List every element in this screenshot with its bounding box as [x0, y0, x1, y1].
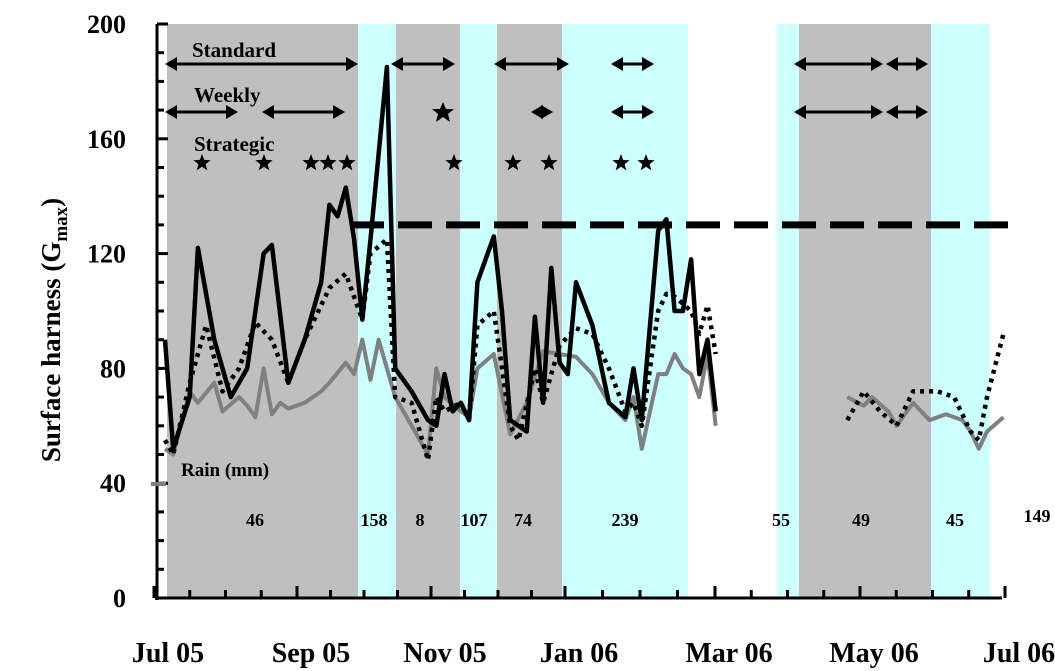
period-arrow-head-right-std3: [642, 57, 654, 71]
y-axis-title: Surface harness (Gmax): [36, 198, 72, 462]
band-cyan-3: [460, 24, 497, 598]
period-arrow-head-right-wk4: [871, 105, 883, 119]
period-arrow-head-left-std4: [794, 57, 806, 71]
rain-total-6: 55: [772, 510, 790, 530]
period-arrow-head-left-wk0: [165, 105, 177, 119]
period-arrow-head-right-wk2: [541, 105, 553, 119]
y-tick-label: 80: [100, 354, 126, 383]
period-arrow-head-left-std0: [165, 57, 177, 71]
rain-total-4: 74: [514, 510, 532, 530]
y-tick-label: 200: [87, 10, 126, 39]
period-arrow-head-left-wk2: [531, 105, 543, 119]
rain-total-0: 46: [246, 510, 264, 530]
period-arrow-head-right-std2: [557, 57, 569, 71]
axes: 0 40 80 120 160 200 Jul 05 Sep 05 Nov 05 Jan 06 Ma…: [36, 10, 1055, 669]
series-lines: [162, 64, 1006, 463]
y-tick-label: 120: [87, 240, 126, 269]
series-solid-black-0: [162, 64, 718, 452]
period-arrow-head-left-std3: [611, 57, 623, 71]
band-gray-4: [497, 24, 562, 598]
rain-total-2: 8: [416, 510, 425, 530]
x-tick-label: Jul 05: [132, 638, 204, 669]
rain-total-5: 239: [612, 510, 639, 530]
period-arrow-head-left-std2: [494, 57, 506, 71]
period-arrow-head-right-wk1: [333, 105, 345, 119]
strategic-star-1: [255, 154, 273, 171]
strategic-star-4: [338, 154, 356, 171]
band-gray-0: [167, 24, 358, 598]
period-arrow-head-left-wk4: [794, 105, 806, 119]
period-arrow-head-left-std1: [391, 57, 403, 71]
period-arrow-head-left-wk3: [611, 105, 623, 119]
x-tick-label: Mar 06: [685, 638, 772, 669]
rain-total-1: 158: [361, 510, 388, 530]
strategic-star-8: [612, 154, 630, 171]
strategic-star-7: [540, 154, 558, 171]
strategic-star-2: [302, 154, 320, 171]
weekly-star: [432, 102, 454, 122]
period-arrow-head-right-std4: [871, 57, 883, 71]
band-cyan-5: [562, 24, 688, 598]
period-arrow-head-right-wk5: [916, 105, 928, 119]
period-arrow-head-left-wk1: [262, 105, 274, 119]
x-tick-label: Jul 06: [983, 638, 1055, 669]
strategic-star-3: [319, 154, 337, 171]
series-solid-gray-1: [846, 395, 1005, 451]
band-cyan-8: [931, 24, 990, 598]
band-label-1: Weekly: [194, 83, 261, 107]
rain-total-8: 45: [946, 510, 964, 530]
period-arrow-head-left-std5: [886, 57, 898, 71]
band-label-0: Standard: [192, 38, 276, 62]
x-tick-label: May 06: [829, 638, 918, 669]
period-arrow-head-left-wk5: [886, 105, 898, 119]
period-arrow-head-right-wk0: [226, 105, 238, 119]
band-gray-7: [799, 24, 931, 598]
annotations: Standard Weekly Strategic Rain (mm) 46 158 8 10…: [151, 38, 1051, 530]
period-arrow-head-right-std5: [916, 57, 928, 71]
x-tick-label: Sep 05: [272, 638, 351, 669]
period-arrow-head-right-wk3: [642, 105, 654, 119]
band-label-2: Strategic: [194, 132, 274, 156]
strategic-star-0: [193, 154, 211, 171]
rain-total-7: 49: [852, 510, 870, 530]
x-tick-label: Nov 05: [403, 638, 486, 669]
y-tick-label: 40: [100, 469, 126, 498]
band-cyan-6: [777, 24, 799, 598]
strategic-star-9: [637, 154, 655, 171]
x-tick-label: Jan 06: [540, 638, 619, 669]
strategic-star-6: [504, 154, 522, 171]
rain-legend-label: Rain (mm): [181, 460, 269, 481]
y-tick-label: 0: [113, 584, 126, 613]
strategic-star-5: [445, 154, 463, 171]
period-arrow-head-right-std1: [443, 57, 455, 71]
period-arrow-head-right-std0: [346, 57, 358, 71]
y-tick-label: 160: [87, 125, 126, 154]
rain-total-3: 107: [461, 510, 488, 530]
series-dotted-black-1: [845, 333, 1006, 443]
rain-total-9: 149: [1024, 506, 1051, 526]
